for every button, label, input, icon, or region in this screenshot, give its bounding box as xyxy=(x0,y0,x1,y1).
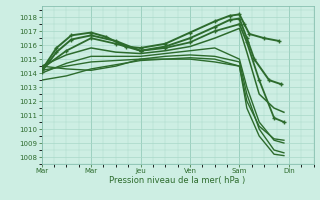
X-axis label: Pression niveau de la mer( hPa ): Pression niveau de la mer( hPa ) xyxy=(109,176,246,185)
